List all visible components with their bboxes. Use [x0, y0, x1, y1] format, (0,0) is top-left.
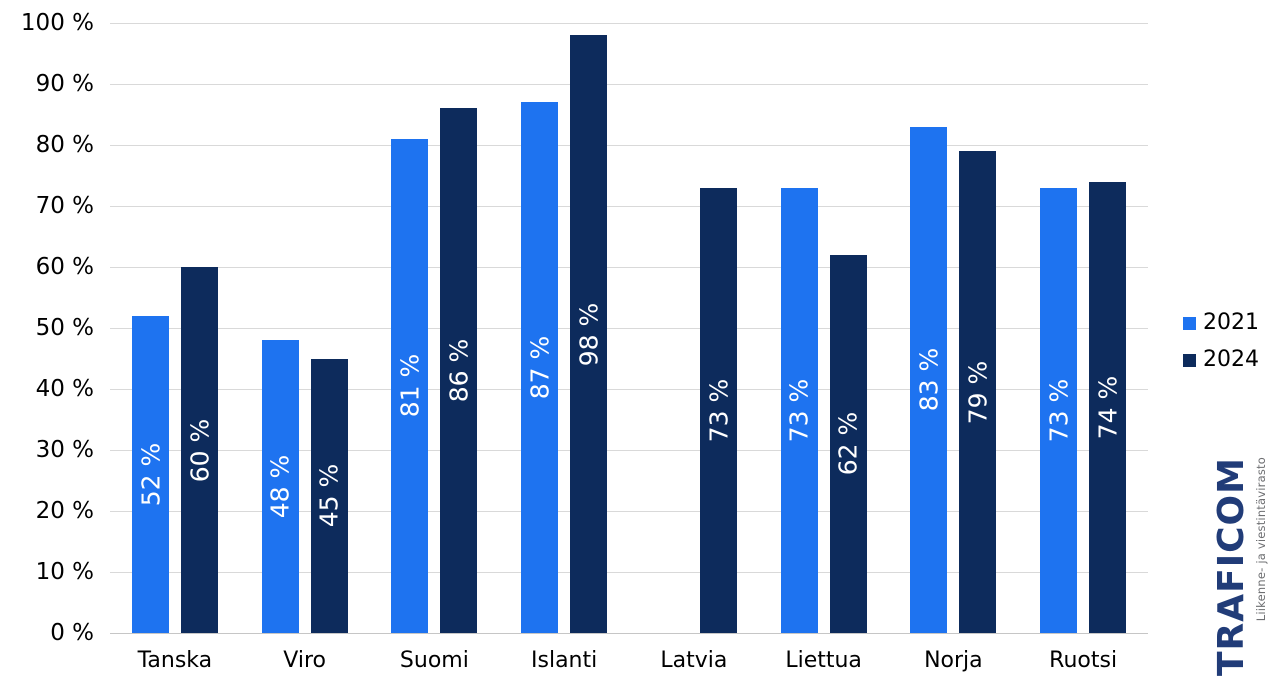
bar-value-label: 81 % [395, 354, 425, 418]
traficom-logo: TRAFICOM Liikenne- ja viestintävirasto [1211, 457, 1268, 676]
bar-value-label: 73 % [784, 378, 814, 443]
y-tick-label: 90 % [35, 71, 94, 97]
y-tick-label: 20 % [35, 498, 94, 524]
bar-2024-suomi: 86 % [440, 108, 478, 633]
bar-2021-ruotsi: 73 % [1040, 187, 1078, 633]
bar-value-label: 45 % [314, 463, 344, 528]
bar-2021-tanska: 52 % [131, 315, 169, 633]
bar-value-label: 52 % [135, 442, 165, 507]
bar-value-label: 86 % [444, 338, 474, 403]
legend-label-2021: 2021 [1203, 310, 1259, 335]
legend-swatch-icon [1183, 353, 1196, 367]
bar-value-label: 73 % [703, 378, 733, 443]
traficom-logo-subtitle: Liikenne- ja viestintävirasto [1254, 457, 1268, 622]
legend-item-2021: 2021 [1183, 311, 1259, 335]
bar-value-label: 62 % [833, 412, 863, 476]
legend-swatch-icon [1183, 316, 1196, 330]
bar-2024-ruotsi: 74 % [1089, 181, 1127, 633]
bar-2024-norja: 79 % [959, 151, 997, 633]
legend: 2021 2024 [1183, 311, 1259, 372]
bar-value-label: 74 % [1093, 375, 1123, 440]
bar-2021-norja: 83 % [910, 126, 948, 633]
y-tick-label: 50 % [35, 315, 94, 341]
gridline [110, 328, 1148, 329]
bar-value-label: 79 % [963, 360, 993, 424]
gridline [110, 23, 1148, 24]
y-tick-label: 10 % [35, 559, 94, 585]
bar-2024-islanti: 98 % [570, 35, 608, 633]
y-tick-label: 30 % [35, 437, 94, 463]
y-tick-label: 0 % [50, 620, 94, 646]
bar-2021-islanti: 87 % [521, 102, 559, 633]
x-axis-label-viro: Viro [283, 648, 326, 673]
bar-2024-viro: 45 % [310, 358, 348, 633]
gridline [110, 572, 1148, 573]
bar-2024-latvia: 73 % [699, 187, 737, 633]
gridline [110, 206, 1148, 207]
legend-item-2024: 2024 [1183, 348, 1259, 372]
gridline [110, 145, 1148, 146]
y-tick-label: 60 % [35, 254, 94, 280]
traficom-logo-wordmark: TRAFICOM [1211, 457, 1252, 676]
x-axis-label-ruotsi: Ruotsi [1049, 648, 1118, 673]
x-axis-line [110, 633, 1148, 634]
bar-2021-liettua: 73 % [780, 187, 818, 633]
bar-2024-tanska: 60 % [180, 267, 218, 633]
bar-2021-suomi: 81 % [391, 138, 429, 633]
legend-label-2024: 2024 [1203, 347, 1259, 372]
bar-value-label: 83 % [914, 348, 944, 412]
x-axis-label-tanska: Tanska [137, 648, 213, 673]
x-axis-label-suomi: Suomi [399, 648, 469, 673]
gridline [110, 511, 1148, 512]
bar-value-label: 48 % [265, 454, 295, 519]
bar-2024-liettua: 62 % [829, 254, 867, 633]
bar-value-label: 60 % [184, 418, 214, 482]
x-axis-label-islanti: Islanti [531, 648, 598, 673]
bar-value-label: 73 % [1044, 378, 1074, 443]
x-axis-label-norja: Norja [924, 648, 983, 673]
gridline [110, 267, 1148, 268]
bar-2021-viro: 48 % [261, 340, 299, 633]
gridline [110, 450, 1148, 451]
y-tick-label: 70 % [35, 193, 94, 219]
y-tick-label: 80 % [35, 132, 94, 158]
bar-value-label: 98 % [574, 302, 604, 366]
x-axis-label-liettua: Liettua [785, 648, 862, 673]
gridline [110, 84, 1148, 85]
y-tick-label: 40 % [35, 376, 94, 402]
gridline [110, 389, 1148, 390]
bar-value-label: 87 % [525, 335, 555, 400]
x-axis-label-latvia: Latvia [660, 648, 728, 673]
y-tick-label: 100 % [20, 10, 94, 36]
